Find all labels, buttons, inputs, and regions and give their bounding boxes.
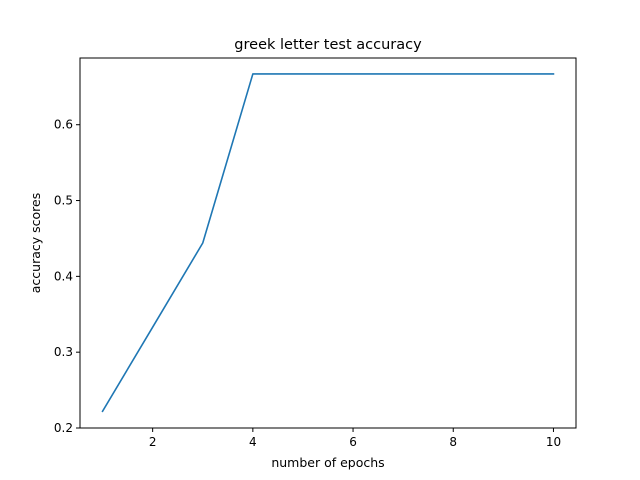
y-axis: 0.2 0.3 0.4 0.5 0.6 — [54, 118, 80, 435]
x-axis-label: number of epochs — [271, 455, 384, 470]
y-tick-label: 0.3 — [54, 345, 73, 359]
y-tick-label: 0.6 — [54, 118, 73, 132]
series-group — [101, 73, 555, 413]
x-tick-label: 10 — [546, 435, 561, 449]
y-tick-label: 0.2 — [54, 421, 73, 435]
plot-frame — [79, 57, 577, 429]
x-tick-label: 8 — [449, 435, 457, 449]
x-tick-label: 6 — [349, 435, 357, 449]
x-axis: 2 4 6 8 10 — [149, 428, 561, 449]
y-tick-label: 0.5 — [54, 194, 73, 208]
y-tick-label: 0.4 — [54, 269, 73, 283]
chart-title: greek letter test accuracy — [234, 37, 422, 53]
x-tick-label: 4 — [249, 435, 257, 449]
plot-area: 2 4 6 8 10 0.2 0.3 0.4 0.5 0.6 — [54, 57, 577, 449]
x-tick-label: 2 — [149, 435, 157, 449]
y-axis-label: accuracy scores — [28, 193, 43, 293]
series-line — [101, 73, 555, 413]
